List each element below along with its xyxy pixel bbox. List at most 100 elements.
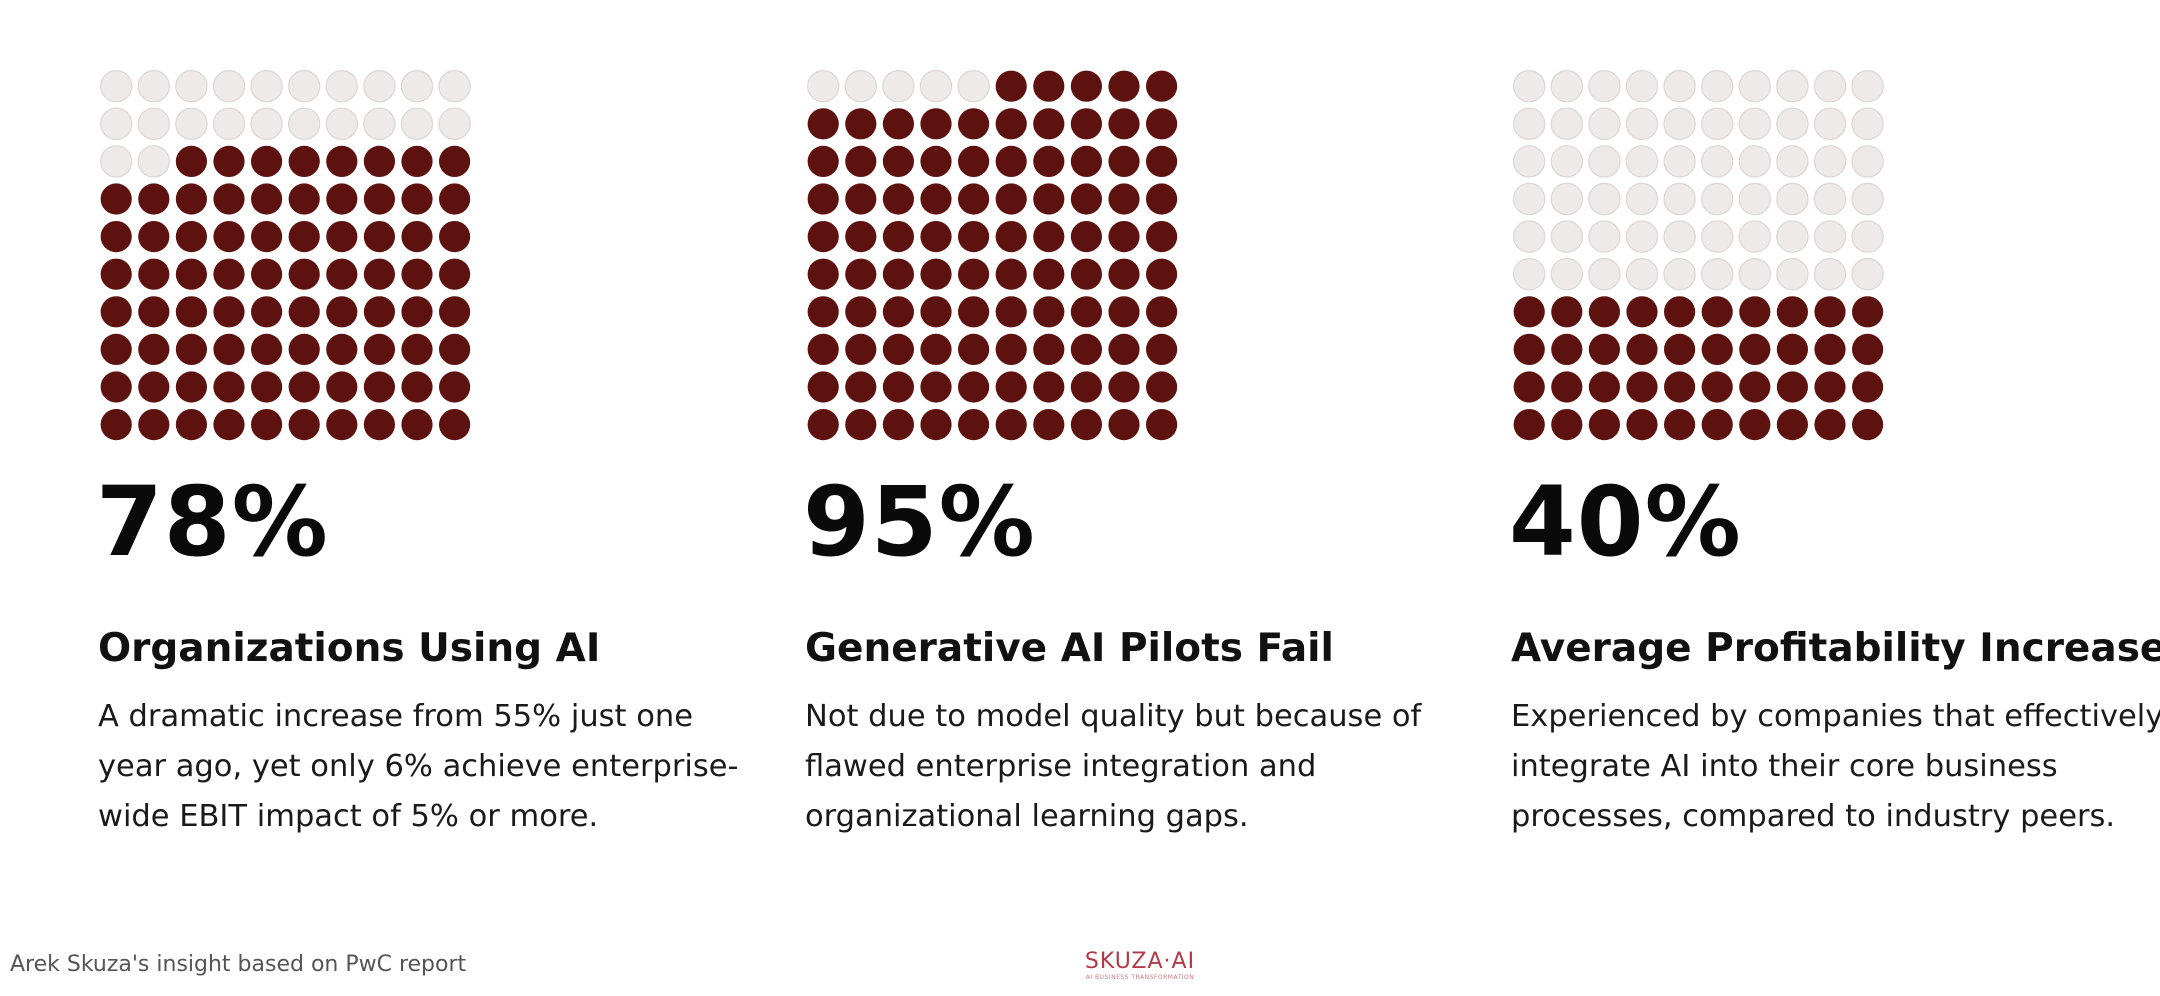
waffle-cell-empty bbox=[1588, 107, 1621, 140]
waffle-cell-filled bbox=[882, 296, 914, 328]
waffle-cell-filled bbox=[807, 221, 839, 253]
waffle-cell-filled bbox=[845, 371, 877, 403]
waffle-cell-filled bbox=[251, 296, 283, 328]
waffle-cell-filled bbox=[807, 108, 839, 140]
waffle-cell-filled bbox=[288, 183, 320, 215]
waffle-cell-filled bbox=[807, 371, 839, 403]
waffle-cell-filled bbox=[1626, 296, 1658, 328]
waffle-cell-filled bbox=[882, 108, 914, 140]
waffle-cell-empty bbox=[1776, 257, 1809, 291]
brand-logo: SKUZA·AI AI BUSINESS TRANSFORMATION bbox=[1040, 949, 1240, 981]
waffle-cell-empty bbox=[1663, 70, 1696, 103]
waffle-cell-filled bbox=[882, 145, 914, 177]
waffle-cell-empty bbox=[100, 70, 133, 103]
waffle-cell-filled bbox=[363, 296, 395, 328]
waffle-cell-empty bbox=[1851, 70, 1884, 103]
waffle-cell-empty bbox=[1813, 107, 1847, 140]
waffle-cell-filled bbox=[1776, 333, 1808, 365]
waffle-cell-filled bbox=[363, 145, 395, 177]
waffle-cell-filled bbox=[1033, 221, 1065, 253]
waffle-cell-filled bbox=[1070, 409, 1102, 441]
waffle-cell-filled bbox=[175, 221, 207, 253]
waffle-cell-empty bbox=[1663, 182, 1696, 216]
waffle-cell-filled bbox=[1033, 183, 1065, 215]
waffle-cell-filled bbox=[175, 333, 207, 365]
waffle-cell-filled bbox=[1033, 108, 1065, 140]
waffle-cell-filled bbox=[1108, 333, 1140, 365]
waffle-cell-empty bbox=[1738, 220, 1771, 253]
waffle-cell-filled bbox=[1513, 371, 1545, 403]
waffle-cell-empty bbox=[1738, 182, 1771, 216]
waffle-cell-filled bbox=[1776, 296, 1808, 328]
waffle-cell-filled bbox=[1070, 371, 1102, 403]
waffle-cell-filled bbox=[807, 183, 839, 215]
waffle-cell-empty bbox=[1700, 182, 1734, 216]
waffle-cell-empty bbox=[438, 107, 471, 140]
waffle-cell-filled bbox=[326, 409, 358, 441]
waffle-cell-filled bbox=[1664, 371, 1696, 403]
waffle-cell-filled bbox=[1588, 371, 1620, 403]
waffle-cell-filled bbox=[138, 371, 170, 403]
waffle-cell-filled bbox=[920, 258, 952, 290]
waffle-cell-empty bbox=[1663, 145, 1696, 178]
waffle-cell-empty bbox=[1813, 145, 1847, 178]
waffle-cell-filled bbox=[251, 258, 283, 290]
waffle-cell-empty bbox=[363, 107, 396, 140]
waffle-cell-filled bbox=[995, 333, 1027, 365]
waffle-cell-filled bbox=[401, 145, 433, 177]
waffle-cell-filled bbox=[401, 183, 433, 215]
waffle-cell-empty bbox=[250, 107, 283, 140]
waffle-cell-empty bbox=[844, 70, 877, 103]
waffle-cell-filled bbox=[845, 333, 877, 365]
waffle-cell-filled bbox=[401, 258, 433, 290]
waffle-cell-empty bbox=[212, 70, 246, 103]
waffle-cell-empty bbox=[1738, 107, 1771, 140]
waffle-cell-empty bbox=[1700, 220, 1734, 253]
waffle-cell-filled bbox=[100, 333, 132, 365]
waffle-cell-filled bbox=[1108, 108, 1140, 140]
waffle-cell-empty bbox=[1851, 145, 1884, 178]
waffle-cell-filled bbox=[1033, 409, 1065, 441]
percent-value: 95% bbox=[803, 466, 1036, 578]
percent-value: 40% bbox=[1509, 466, 1742, 578]
waffle-cell-filled bbox=[439, 258, 471, 290]
waffle-cell-filled bbox=[213, 221, 245, 253]
waffle-cell-empty bbox=[1700, 145, 1734, 178]
waffle-cell-filled bbox=[1070, 183, 1102, 215]
waffle-cell-filled bbox=[326, 145, 358, 177]
waffle-cell-filled bbox=[920, 221, 952, 253]
waffle-cell-filled bbox=[251, 221, 283, 253]
waffle-cell-filled bbox=[1588, 409, 1620, 441]
waffle-cell-empty bbox=[1625, 70, 1659, 103]
waffle-cell-filled bbox=[363, 221, 395, 253]
waffle-cell-filled bbox=[1146, 258, 1178, 290]
waffle-cell-filled bbox=[1739, 296, 1771, 328]
waffle-cell-filled bbox=[807, 145, 839, 177]
waffle-cell-filled bbox=[1588, 333, 1620, 365]
waffle-cell-empty bbox=[1513, 70, 1546, 103]
waffle-cell-filled bbox=[439, 409, 471, 441]
waffle-cell-empty bbox=[1588, 145, 1621, 178]
waffle-cell-empty bbox=[212, 107, 246, 140]
waffle-cell-filled bbox=[326, 371, 358, 403]
waffle-cell-empty bbox=[325, 107, 358, 140]
waffle-cell-filled bbox=[1551, 371, 1583, 403]
waffle-cell-filled bbox=[920, 333, 952, 365]
waffle-cell-filled bbox=[439, 371, 471, 403]
waffle-cell-empty bbox=[1851, 220, 1884, 253]
waffle-cell-filled bbox=[100, 296, 132, 328]
waffle-cell-filled bbox=[845, 183, 877, 215]
waffle-cell-filled bbox=[1588, 296, 1620, 328]
waffle-cell-empty bbox=[1700, 70, 1734, 103]
stat-title: Organizations Using AI bbox=[98, 626, 601, 671]
waffle-cell-filled bbox=[1146, 296, 1178, 328]
waffle-cell-empty bbox=[137, 70, 170, 103]
waffle-cell-filled bbox=[995, 183, 1027, 215]
waffle-cell-filled bbox=[995, 409, 1027, 441]
waffle-cell-filled bbox=[288, 333, 320, 365]
waffle-cell-filled bbox=[1513, 333, 1545, 365]
waffle-cell-empty bbox=[1588, 70, 1621, 103]
waffle-cell-empty bbox=[1550, 182, 1583, 216]
waffle-cell-empty bbox=[1513, 145, 1546, 178]
waffle-cell-empty bbox=[137, 107, 170, 140]
